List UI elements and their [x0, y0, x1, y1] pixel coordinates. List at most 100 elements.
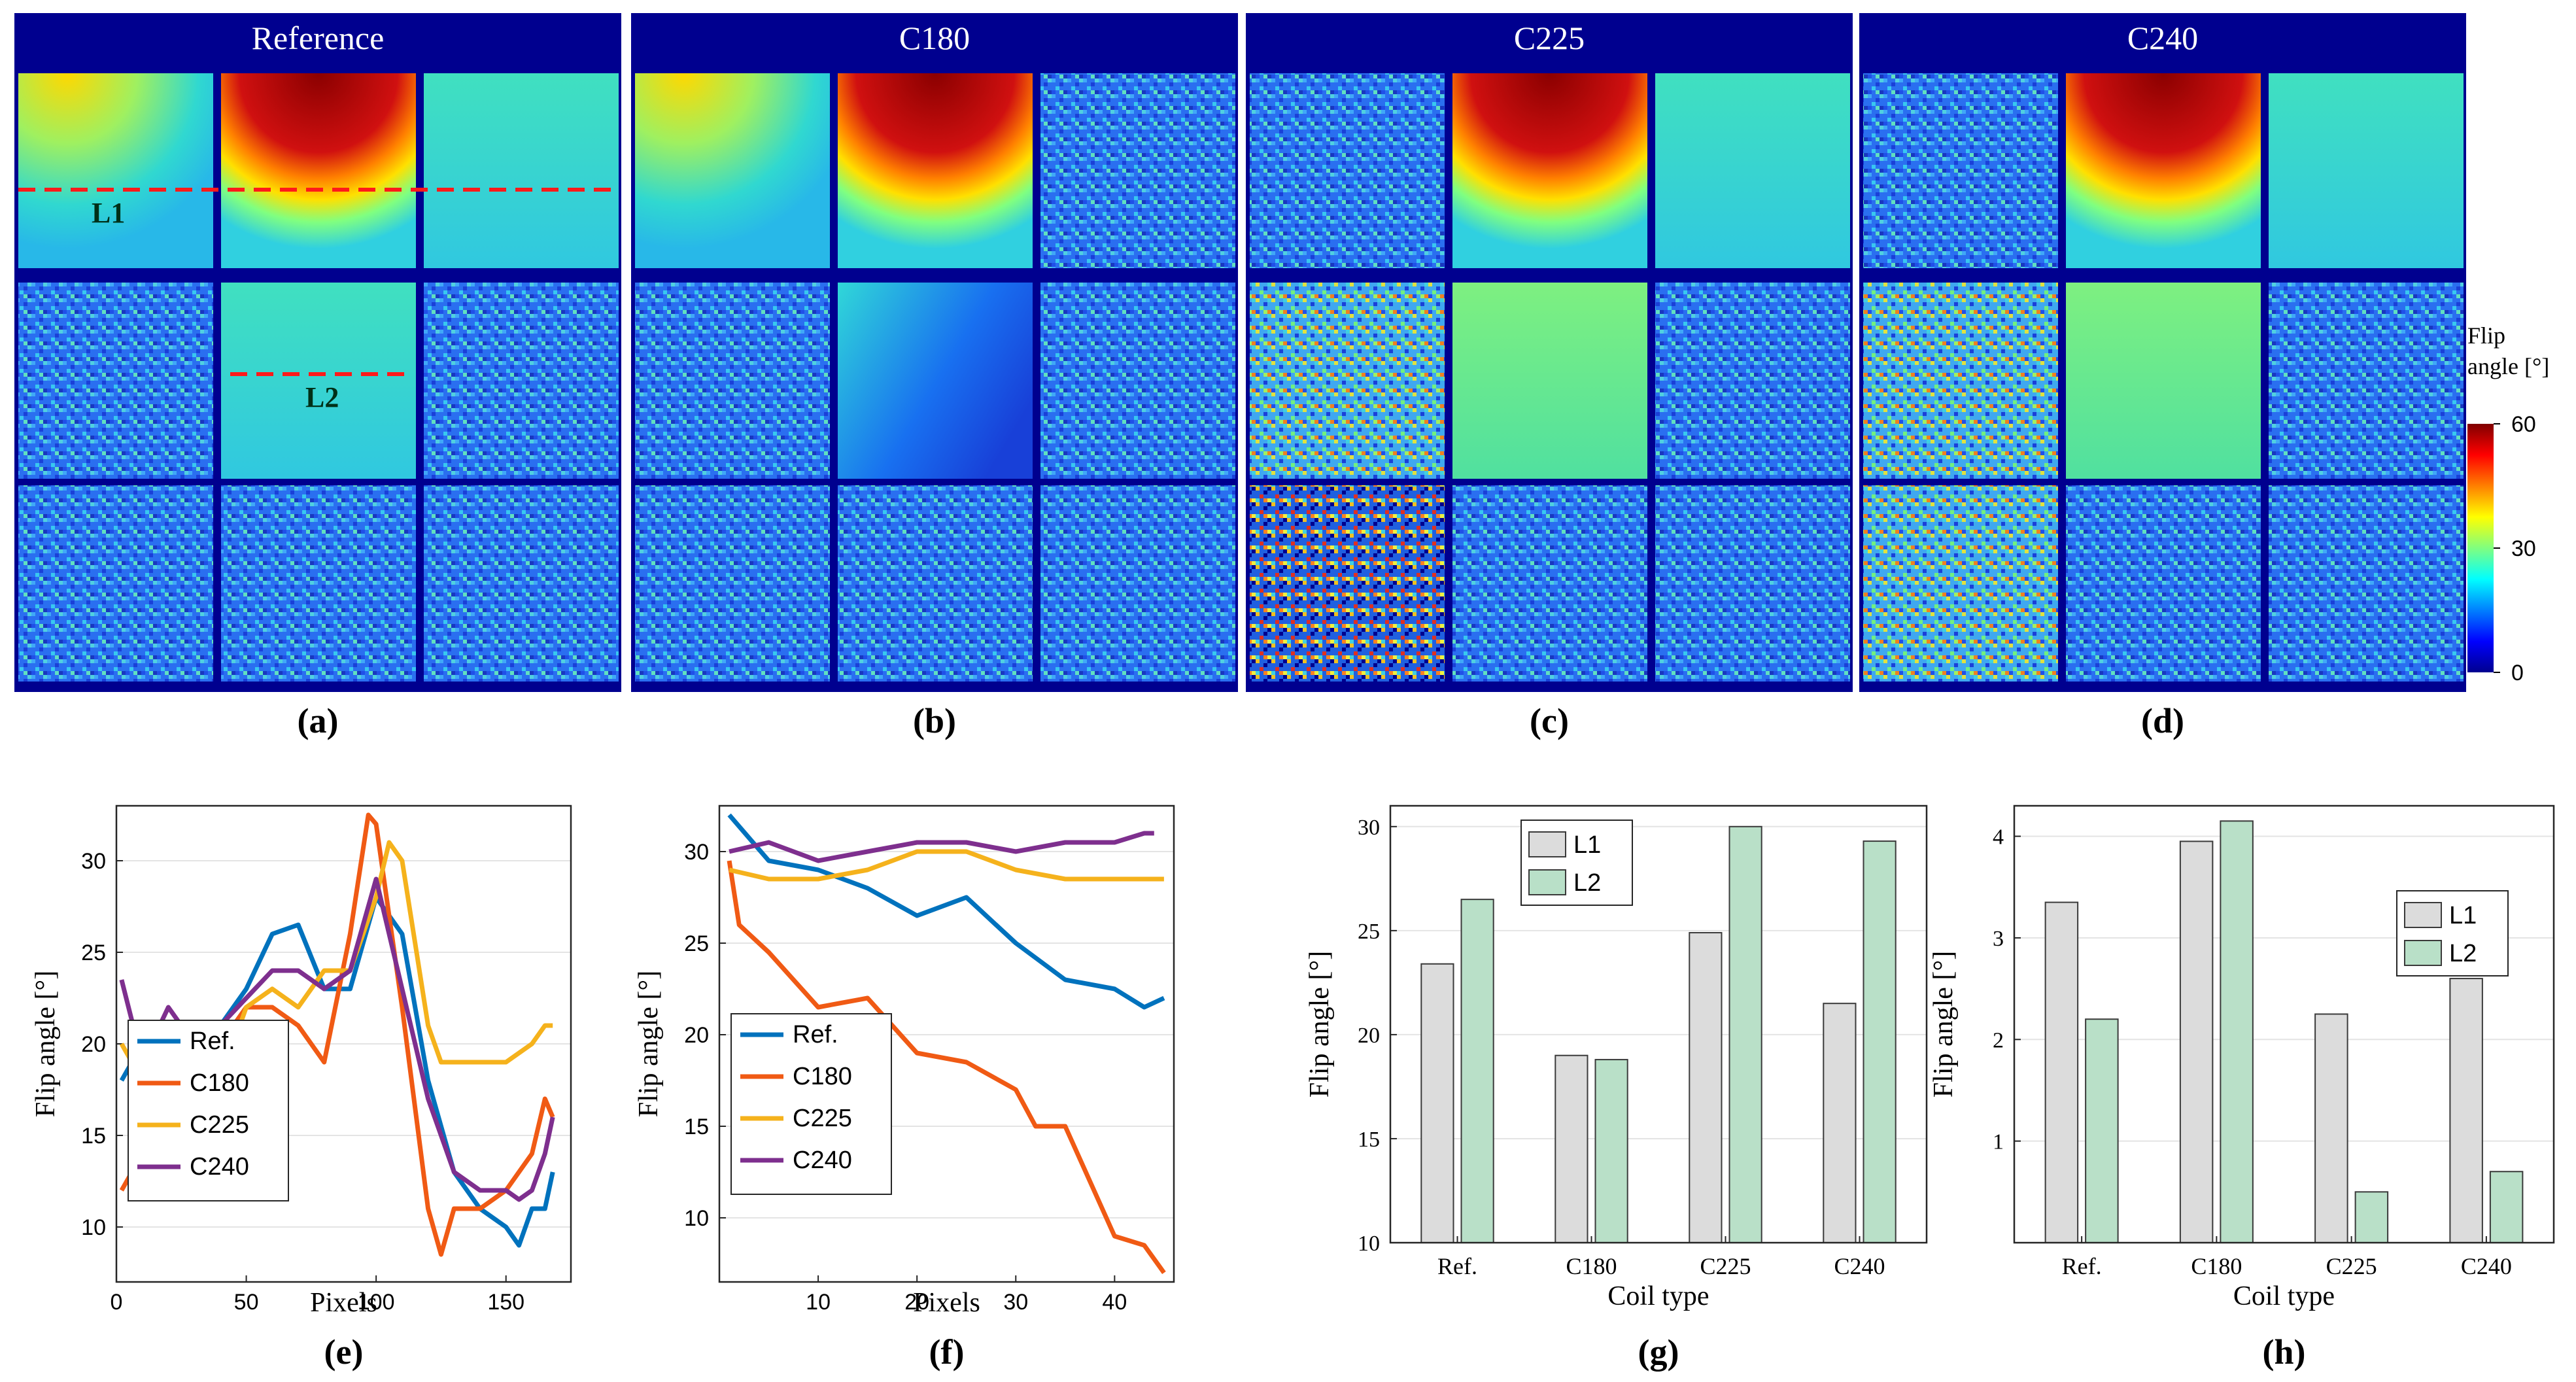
map-cell: [1250, 485, 1445, 682]
x-tick-label: 0: [111, 1290, 123, 1315]
y-tick-label: 10: [81, 1215, 106, 1240]
bar-l1: [1554, 1054, 1589, 1243]
bar-l2: [2489, 1171, 2524, 1244]
map-cell: [221, 283, 416, 479]
x-tick-label: 20: [904, 1290, 929, 1315]
legend-label: L2: [2449, 940, 2477, 967]
bar-l2: [1863, 840, 1897, 1243]
y-tick-label: 1: [1993, 1130, 2004, 1154]
line-label-l1: L1: [92, 197, 125, 229]
bar-l2: [1594, 1059, 1628, 1243]
legend-label: L2: [1573, 869, 1601, 897]
y-tick-label: 30: [1358, 816, 1380, 840]
y-tick-label: 15: [81, 1124, 106, 1149]
bar-l2: [2220, 820, 2254, 1244]
x-tick-label: C180: [2191, 1253, 2242, 1279]
y-tick-label: 25: [81, 941, 106, 965]
y-axis-label: Flip angle [°]: [634, 971, 664, 1117]
x-tick-label: 150: [487, 1290, 524, 1315]
map-cell: [838, 485, 1033, 682]
legend-label: Ref.: [190, 1028, 235, 1055]
legend-label: C180: [190, 1069, 249, 1097]
legend-label: L1: [1573, 831, 1601, 859]
legend-box: [128, 1020, 289, 1201]
map-cell: [1040, 283, 1235, 479]
axes-frame: [2013, 804, 2555, 1244]
map-cell: [2066, 73, 2261, 268]
map-cell: [424, 485, 619, 682]
map-cell: [424, 283, 619, 479]
panel-label: (f): [929, 1332, 965, 1372]
legend-label: C225: [793, 1105, 852, 1132]
map-cell: [1250, 73, 1445, 268]
y-tick-label: 25: [1358, 920, 1380, 944]
map-cell: [1452, 283, 1647, 479]
legend-swatch: [2404, 902, 2442, 928]
line-label-l2: L2: [305, 381, 339, 413]
y-axis-label: Flip angle [°]: [31, 971, 61, 1117]
x-tick-label: Ref.: [1437, 1253, 1477, 1279]
bar-l1: [1689, 932, 1723, 1243]
map-cell: [1040, 73, 1235, 268]
map-label: (d): [2141, 701, 2184, 740]
bar-l1: [2179, 840, 2214, 1243]
map-title: C240: [2127, 20, 2198, 56]
colorbar-title-line1: Flip: [2467, 322, 2505, 349]
x-tick-label: 100: [358, 1290, 395, 1315]
map-cell: [1040, 485, 1235, 682]
map-panel-b: C180 (b): [631, 13, 1238, 740]
y-tick-label: 20: [81, 1032, 106, 1057]
colorbar-tick-label: 60: [2511, 412, 2536, 437]
bar-l1: [2449, 978, 2483, 1243]
bar-l1: [2314, 1013, 2348, 1243]
map-label: (b): [913, 701, 956, 740]
y-tick-label: 15: [684, 1114, 709, 1139]
y-tick-label: 20: [684, 1023, 709, 1048]
panel-label: (g): [1638, 1332, 1679, 1372]
legend-label: C180: [793, 1063, 852, 1090]
y-tick-label: 2: [1993, 1028, 2004, 1052]
chart-g: 10 15 20 25 30 Ref. C180 C225 C240 L1 L2 Coil type F…: [1305, 804, 1928, 1372]
map-panel-d: C240 (d): [1859, 13, 2466, 740]
legend-box: [730, 1013, 892, 1195]
map-cell: [2269, 73, 2464, 268]
map-cell: [635, 485, 830, 682]
colorbar-gradient: [2467, 424, 2494, 672]
x-tick-label: 50: [234, 1290, 259, 1315]
bar-l2: [2354, 1191, 2389, 1243]
x-tick-label: 10: [806, 1290, 831, 1315]
legend-swatch: [2404, 940, 2442, 966]
legend-label: C225: [190, 1111, 249, 1139]
series-line-c225: [729, 849, 1164, 882]
bar-l2: [1728, 825, 1762, 1244]
x-axis-label: Pixels: [310, 1288, 377, 1318]
series-line-c180: [727, 860, 1166, 1275]
charts: 10 15 20 25 30 0 50 100 150 Ref. C180 C225 C240 Pixel…: [31, 804, 2555, 1372]
legend-label: L1: [2449, 902, 2477, 929]
map-cell: [838, 283, 1033, 479]
map-cell: [1655, 283, 1850, 479]
bar-l2: [1460, 899, 1494, 1243]
map-cell: [1655, 485, 1850, 682]
map-cell: [635, 283, 830, 479]
panel-label: (h): [2263, 1332, 2306, 1372]
colorbar-tick-label: 0: [2511, 661, 2524, 685]
x-axis-label: Pixels: [913, 1288, 980, 1318]
x-tick-label: Ref.: [2062, 1253, 2102, 1279]
map-cell: [2269, 485, 2464, 682]
map-title: Reference: [252, 20, 385, 56]
x-tick-label: 40: [1102, 1290, 1127, 1315]
map-cell: [2066, 485, 2261, 682]
legend-label: C240: [793, 1147, 852, 1174]
map-cell: [424, 73, 619, 268]
x-axis-label: Coil type: [1607, 1281, 1709, 1311]
chart-h: 1 2 3 4 Ref. C180 C225 C240 L1 L2 Coil type Flip an…: [1929, 804, 2555, 1372]
legend-label: C240: [190, 1153, 249, 1181]
panel-label: (e): [324, 1332, 364, 1372]
map-label: (a): [298, 701, 339, 740]
map-panel-a: Reference (a) L1 L2: [14, 13, 621, 740]
map-cell: [18, 283, 213, 479]
map-cell: [1452, 73, 1647, 268]
colorbar-title-line2: angle [°]: [2467, 353, 2549, 379]
y-tick-label: 20: [1358, 1024, 1380, 1048]
